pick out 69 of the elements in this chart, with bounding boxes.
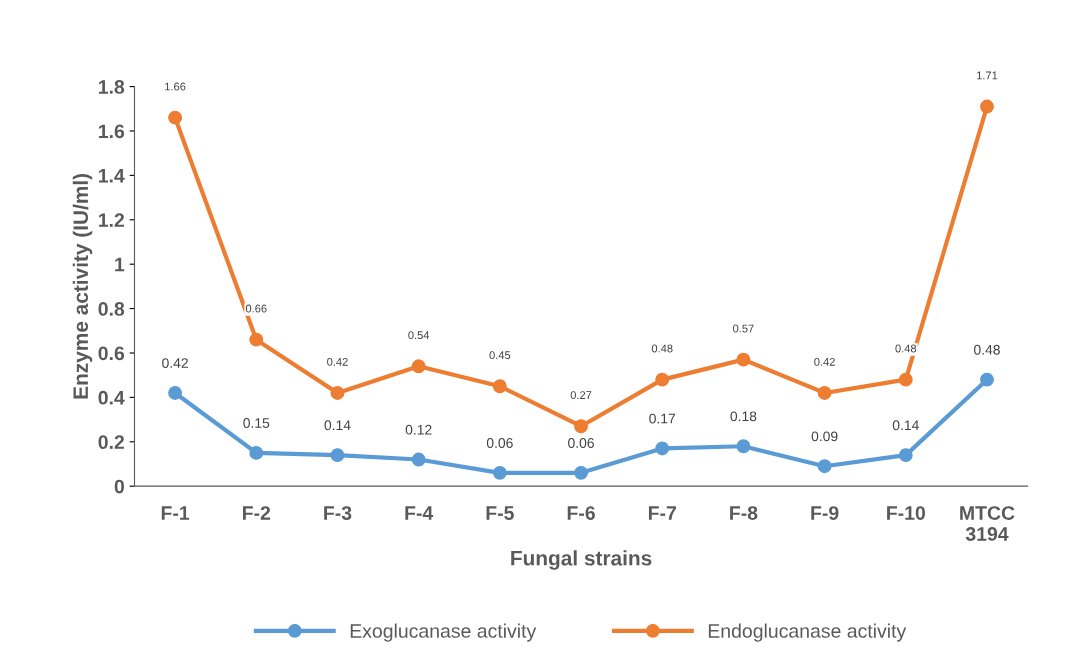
y-tick-label: 0.8 [98, 302, 125, 316]
legend-label: Exoglucanase activity [350, 623, 537, 642]
point [492, 379, 507, 394]
point [736, 352, 751, 367]
y-tick-label: 0 [114, 479, 124, 494]
point [249, 445, 264, 460]
point [168, 385, 183, 400]
data-label: 1.71 [977, 71, 998, 80]
x-tick-label: F-7 [648, 506, 676, 520]
point [736, 439, 751, 454]
x-tick-label: F-9 [811, 506, 839, 520]
point [492, 465, 507, 480]
y-tick-label: 0.6 [98, 346, 125, 361]
point [898, 448, 913, 463]
point [574, 465, 588, 480]
y-tick-label: 1.2 [98, 213, 124, 227]
data-label: 0.57 [733, 324, 754, 333]
point [817, 385, 832, 400]
data-label: 0.48 [895, 344, 917, 353]
y-tick-label: 1 [115, 257, 125, 272]
data-label: 0.48 [974, 344, 1000, 355]
data-label: 0.27 [570, 391, 592, 400]
point [655, 441, 670, 456]
point [817, 459, 832, 474]
x-tick-label: F-10 [887, 506, 925, 520]
point [330, 448, 345, 463]
legend-label: Endoglucanase activity [708, 623, 907, 642]
data-label: 0.06 [486, 438, 513, 448]
data-label: 0.15 [243, 418, 270, 428]
data-label: 0.42 [814, 357, 835, 366]
data-label: 0.54 [408, 331, 430, 340]
point [330, 385, 345, 400]
x-tick-label: F-3 [324, 506, 352, 520]
data-label: 0.17 [649, 413, 676, 424]
y-tick-label: 1.6 [98, 124, 125, 139]
x-tick-label: MTCC 3194 [960, 506, 1015, 541]
point [980, 99, 994, 114]
data-label: 0.45 [489, 351, 511, 360]
data-label: 0.09 [811, 431, 838, 442]
x-tick-label: F-6 [567, 506, 595, 520]
point [168, 110, 183, 125]
x-tick-label: F-5 [486, 506, 514, 520]
point [980, 372, 994, 387]
point [898, 372, 913, 387]
y-tick-label: 1.8 [98, 80, 125, 94]
data-label: 0.18 [730, 411, 757, 422]
x-tick-label: F-4 [405, 506, 434, 520]
point [411, 452, 426, 467]
y-axis-title: Enzyme activity (IU/ml) [72, 173, 93, 399]
x-axis-title: Fungal strains [511, 550, 652, 570]
data-label: 0.42 [327, 357, 348, 366]
data-label: 0.14 [892, 420, 919, 431]
x-tick-label: F-8 [730, 506, 758, 520]
point [655, 372, 670, 387]
point [411, 359, 426, 374]
data-label: 0.42 [162, 358, 188, 368]
x-tick-label: F-1 [161, 506, 190, 520]
data-label: 0.14 [324, 420, 351, 431]
data-label: 0.06 [568, 438, 594, 448]
data-label: 0.66 [245, 304, 267, 313]
y-tick-label: 0.2 [98, 435, 124, 450]
y-tick-label: 1.4 [98, 169, 125, 183]
data-label: 1.66 [165, 82, 186, 91]
data-label: 0.12 [405, 424, 432, 435]
data-label: 0.48 [651, 344, 673, 353]
y-tick-label: 0.4 [98, 390, 125, 405]
point [249, 332, 264, 347]
x-tick-label: F-2 [243, 506, 271, 520]
point [574, 419, 588, 434]
